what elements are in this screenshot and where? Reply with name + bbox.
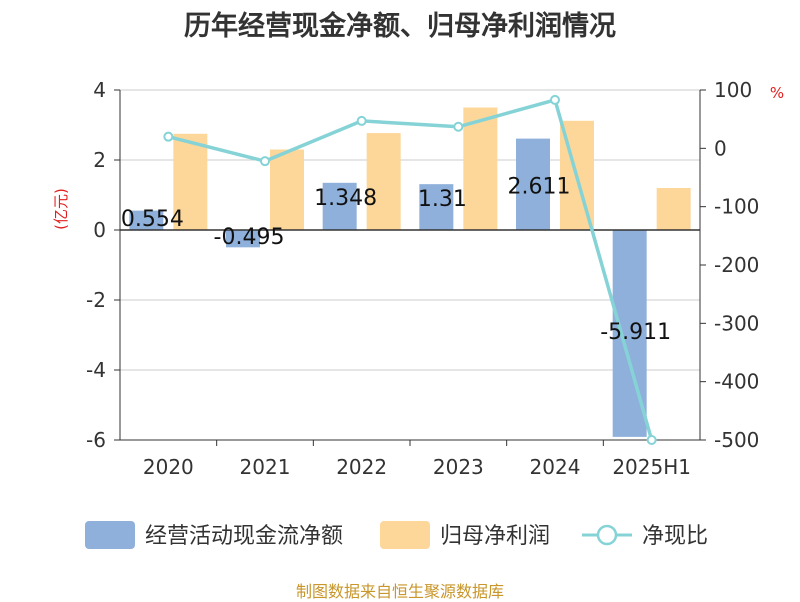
right-axis-tick-label: -300: [714, 311, 759, 335]
legend-swatch-ocf: [85, 521, 135, 549]
ocf-bar: [226, 230, 260, 248]
ocf-data-label: 1.348: [314, 186, 377, 211]
x-axis-tick-label: 2020: [143, 455, 194, 479]
net-profit-bar: [656, 188, 691, 230]
chart-title: 历年经营现金净额、归母净利润情况: [184, 11, 616, 42]
ocf-data-label: -0.495: [214, 225, 285, 250]
x-axis-tick-label: 2021: [240, 455, 291, 479]
ocf-data-label: -5.911: [600, 320, 671, 345]
right-axis-unit: %: [770, 84, 784, 102]
right-axis-tick-label: -500: [714, 428, 759, 452]
left-axis-tick-label: 4: [93, 78, 106, 102]
right-axis-tick-label: -400: [714, 370, 759, 394]
legend-label-ocf: 经营活动现金流净额: [145, 524, 343, 549]
ratio-point: [646, 435, 657, 445]
source-footer: 制图数据来自恒生聚源数据库: [295, 582, 504, 601]
left-axis-tick-label: -4: [86, 358, 106, 382]
ocf-bar: [322, 182, 357, 230]
left-axis-tick-label: 0: [93, 218, 106, 242]
grid-lines: [120, 89, 700, 441]
net-profit-bar: [173, 133, 208, 230]
net-profit-bar: [270, 149, 304, 230]
x-axis-tick-label: 2022: [336, 455, 387, 479]
bars: [129, 107, 691, 437]
left-axis-unit: (亿元): [52, 188, 70, 230]
x-axis-tick-label: 2025H1: [612, 455, 691, 479]
legend-label-net-profit: 归母净利润: [440, 524, 550, 549]
ocf-data-label: 0.554: [121, 207, 184, 232]
ocf-bar: [129, 210, 164, 230]
legend-label-ratio: 净现比: [642, 524, 708, 549]
ratio-line: [167, 97, 654, 441]
data-labels: 0.554 -0.495 1.348 1.31 2.611 -5.911: [121, 175, 671, 345]
legend: 经营活动现金流净额 归母净利润 净现比: [85, 521, 708, 549]
ratio-point: [356, 115, 367, 126]
x-axis-tick-label: 2024: [530, 455, 581, 479]
net-profit-bar: [463, 107, 498, 230]
ocf-data-label: 1.31: [418, 187, 467, 212]
x-axis-tick-label: 2023: [433, 455, 484, 479]
right-axis-tick-label: -200: [714, 253, 759, 277]
ocf-data-label: 2.611: [508, 175, 571, 200]
ratio-point: [453, 121, 464, 132]
right-axis-tick-label: -100: [714, 195, 759, 219]
ratio-line-layer: [163, 94, 657, 445]
left-axis-tick-label: 2: [93, 148, 106, 172]
ratio-point: [550, 94, 560, 105]
ratio-point: [163, 131, 174, 142]
axes: 4 2 0 -2 -4 -6 100 0 -100 -200 -300 -400 -500 (亿元)% 20…: [52, 78, 784, 479]
legend-swatch-ratio-marker: [596, 524, 618, 546]
right-axis-tick-label: 100: [714, 78, 752, 102]
ocf-bar: [419, 184, 454, 230]
left-axis-tick-label: -6: [86, 428, 106, 452]
right-axis-tick-label: 0: [714, 136, 727, 160]
legend-swatch-net-profit: [380, 521, 430, 549]
net-profit-bar: [366, 133, 401, 230]
ratio-point: [260, 156, 270, 167]
left-axis-tick-label: -2: [86, 288, 106, 312]
ocf-bar: [516, 138, 550, 230]
